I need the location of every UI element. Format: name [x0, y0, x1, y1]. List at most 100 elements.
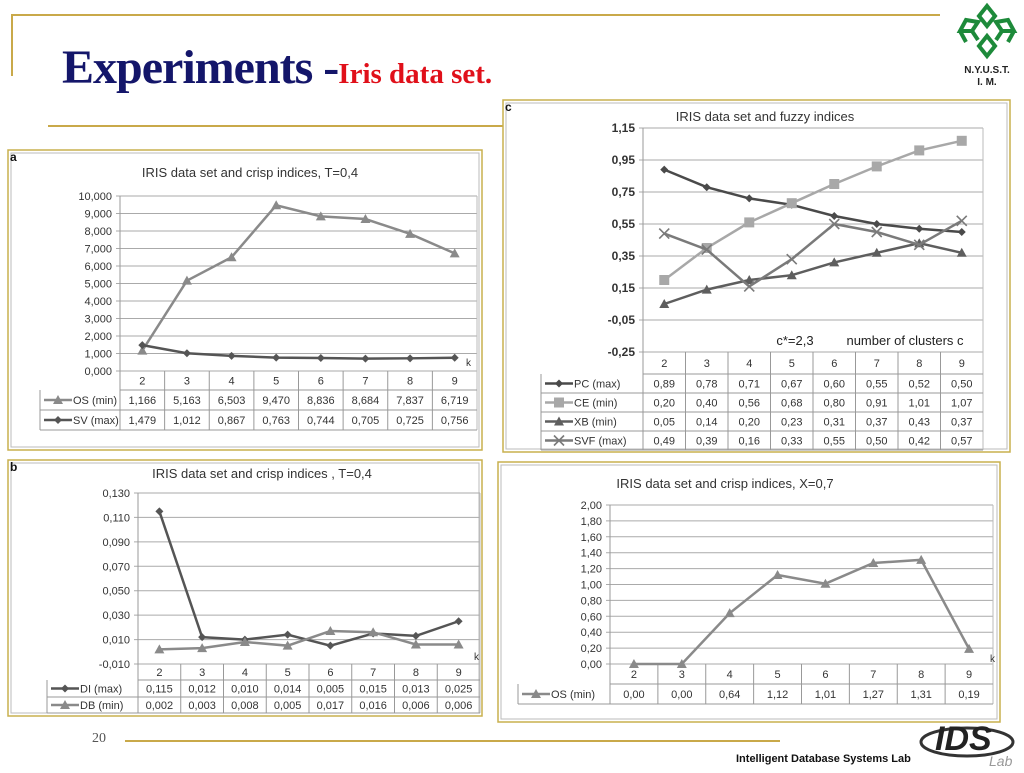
x-axis-label: k: [990, 654, 996, 665]
table-value: 0,744: [307, 415, 335, 427]
series-line: [141, 203, 456, 352]
y-tick-label: -0,010: [99, 659, 130, 671]
x-category-label: 2: [156, 667, 162, 679]
data-point: [745, 194, 754, 203]
series-svfmax: SVF (max) 0,49 0,39 0,16 0,33 0,55 0,50 0,42 0,5…: [545, 215, 972, 448]
series-line: [663, 241, 963, 306]
svg-text:IDS: IDS: [935, 720, 992, 758]
y-tick-label: 4,000: [84, 296, 112, 308]
snowflake-logo-icon: [956, 2, 1018, 60]
table-value: 0,60: [824, 379, 845, 391]
x-category-label: 2: [661, 358, 667, 370]
data-point: [272, 353, 281, 362]
data-point: [701, 244, 713, 256]
chart-panel-frame: [7, 149, 483, 451]
y-tick-label: 1,80: [581, 516, 602, 528]
table-value: 0,05: [654, 417, 675, 429]
panel-label: c: [505, 100, 512, 114]
x-category-label: 8: [918, 669, 924, 681]
data-point: [744, 275, 755, 284]
table-value: 0,00: [623, 689, 644, 701]
legend-label: OS (min): [73, 395, 117, 407]
x-category-label: 9: [959, 358, 965, 370]
legend-marker: [554, 416, 564, 426]
chart-a: a IRIS data set and crisp indices, T=0,4 0…: [7, 149, 483, 451]
y-tick-label: 0,95: [612, 153, 636, 167]
table-value: 9,470: [262, 395, 290, 407]
chart-c: c IRIS data set and fuzzy indices -0,25 -0,…: [502, 99, 1011, 453]
y-tick-label: 0,130: [102, 488, 130, 500]
data-point: [449, 248, 460, 258]
table-value: 0,005: [274, 700, 302, 712]
data-point: [956, 135, 967, 146]
table-value: 1,07: [951, 398, 972, 410]
series-line: [663, 219, 963, 288]
data-point: [360, 214, 371, 224]
data-point: [181, 275, 192, 285]
data-point: [676, 659, 687, 668]
table-value: 0,50: [951, 379, 972, 391]
series-line: [633, 558, 971, 666]
series-xbmin: XB (min) 0,05 0,14 0,20 0,23 0,31 0,37 0,43 0,37: [545, 238, 972, 429]
y-tick-label: 0,35: [612, 249, 636, 263]
table-value: 0,91: [866, 398, 887, 410]
data-point: [724, 608, 735, 618]
table-value: 0,16: [739, 436, 760, 448]
legend-marker: [60, 700, 70, 709]
x-axis-label: k: [474, 652, 480, 663]
table-value: 0,005: [317, 684, 345, 696]
table-value: 0,015: [359, 684, 387, 696]
table-value: 0,42: [909, 436, 930, 448]
table-value: 0,756: [441, 415, 469, 427]
table-value: 0,006: [445, 700, 473, 712]
y-tick-label: 3,000: [84, 314, 112, 326]
data-point: [361, 354, 370, 363]
x-category-label: 9: [452, 376, 458, 388]
y-tick-label: 0,010: [102, 635, 130, 647]
chart-title: IRIS data set and crisp indices, T=0,4: [142, 165, 358, 180]
table-value: 0,33: [781, 436, 802, 448]
data-point: [450, 353, 459, 362]
series-osmin: OS (min) 1,166 5,163 6,503 9,470 8,836 8,684 7,…: [44, 200, 468, 407]
y-tick-label: 0,00: [581, 659, 602, 671]
table-value: 0,725: [396, 415, 424, 427]
x-category-label: 5: [273, 376, 279, 388]
data-point: [283, 630, 292, 639]
data-point: [659, 299, 670, 308]
x-category-label: 5: [285, 667, 291, 679]
footer-lab-name: Intelligent Database Systems Lab: [736, 753, 911, 765]
table-value: 0,64: [719, 689, 740, 701]
chart-panel-frame: [497, 461, 1001, 723]
series-cemin: CE (min) 0,20 0,40 0,56 0,68 0,80 0,91 1,01 1,07: [545, 135, 972, 410]
data-point: [786, 253, 798, 265]
data-point: [829, 257, 840, 267]
data-point: [227, 351, 236, 360]
data-point: [282, 640, 293, 650]
y-tick-label: 0,030: [102, 610, 130, 622]
table-value: 0,014: [274, 684, 302, 696]
title-main: Experiments -: [62, 41, 339, 94]
table-value: 0,37: [866, 417, 887, 429]
table-value: 0,008: [231, 700, 259, 712]
table-value: 1,31: [910, 689, 931, 701]
table-value: 0,867: [218, 415, 246, 427]
y-tick-label: 0,15: [612, 281, 636, 295]
x-category-label: 4: [242, 667, 248, 679]
table-value: 0,43: [909, 417, 930, 429]
table-value: 1,01: [815, 689, 836, 701]
series-svmax: SV (max) 1,479 1,012 0,867 0,763 0,744 0,705 0,…: [44, 341, 468, 427]
x-category-label: 5: [775, 669, 781, 681]
legend-marker: [54, 416, 62, 424]
y-tick-label: 7,000: [84, 244, 112, 256]
data-point: [154, 644, 165, 654]
title-underline: [48, 125, 508, 127]
university-logo: N.Y.U.S.T. I. M.: [952, 2, 1022, 88]
x-category-label: 5: [789, 358, 795, 370]
y-tick-label: 1,15: [612, 121, 636, 135]
x-category-label: 2: [631, 669, 637, 681]
data-point: [368, 627, 379, 637]
y-tick-label: 0,80: [581, 595, 602, 607]
chart-inner-frame: [500, 464, 998, 720]
x-category-label: 4: [746, 358, 752, 370]
data-point: [956, 215, 968, 227]
